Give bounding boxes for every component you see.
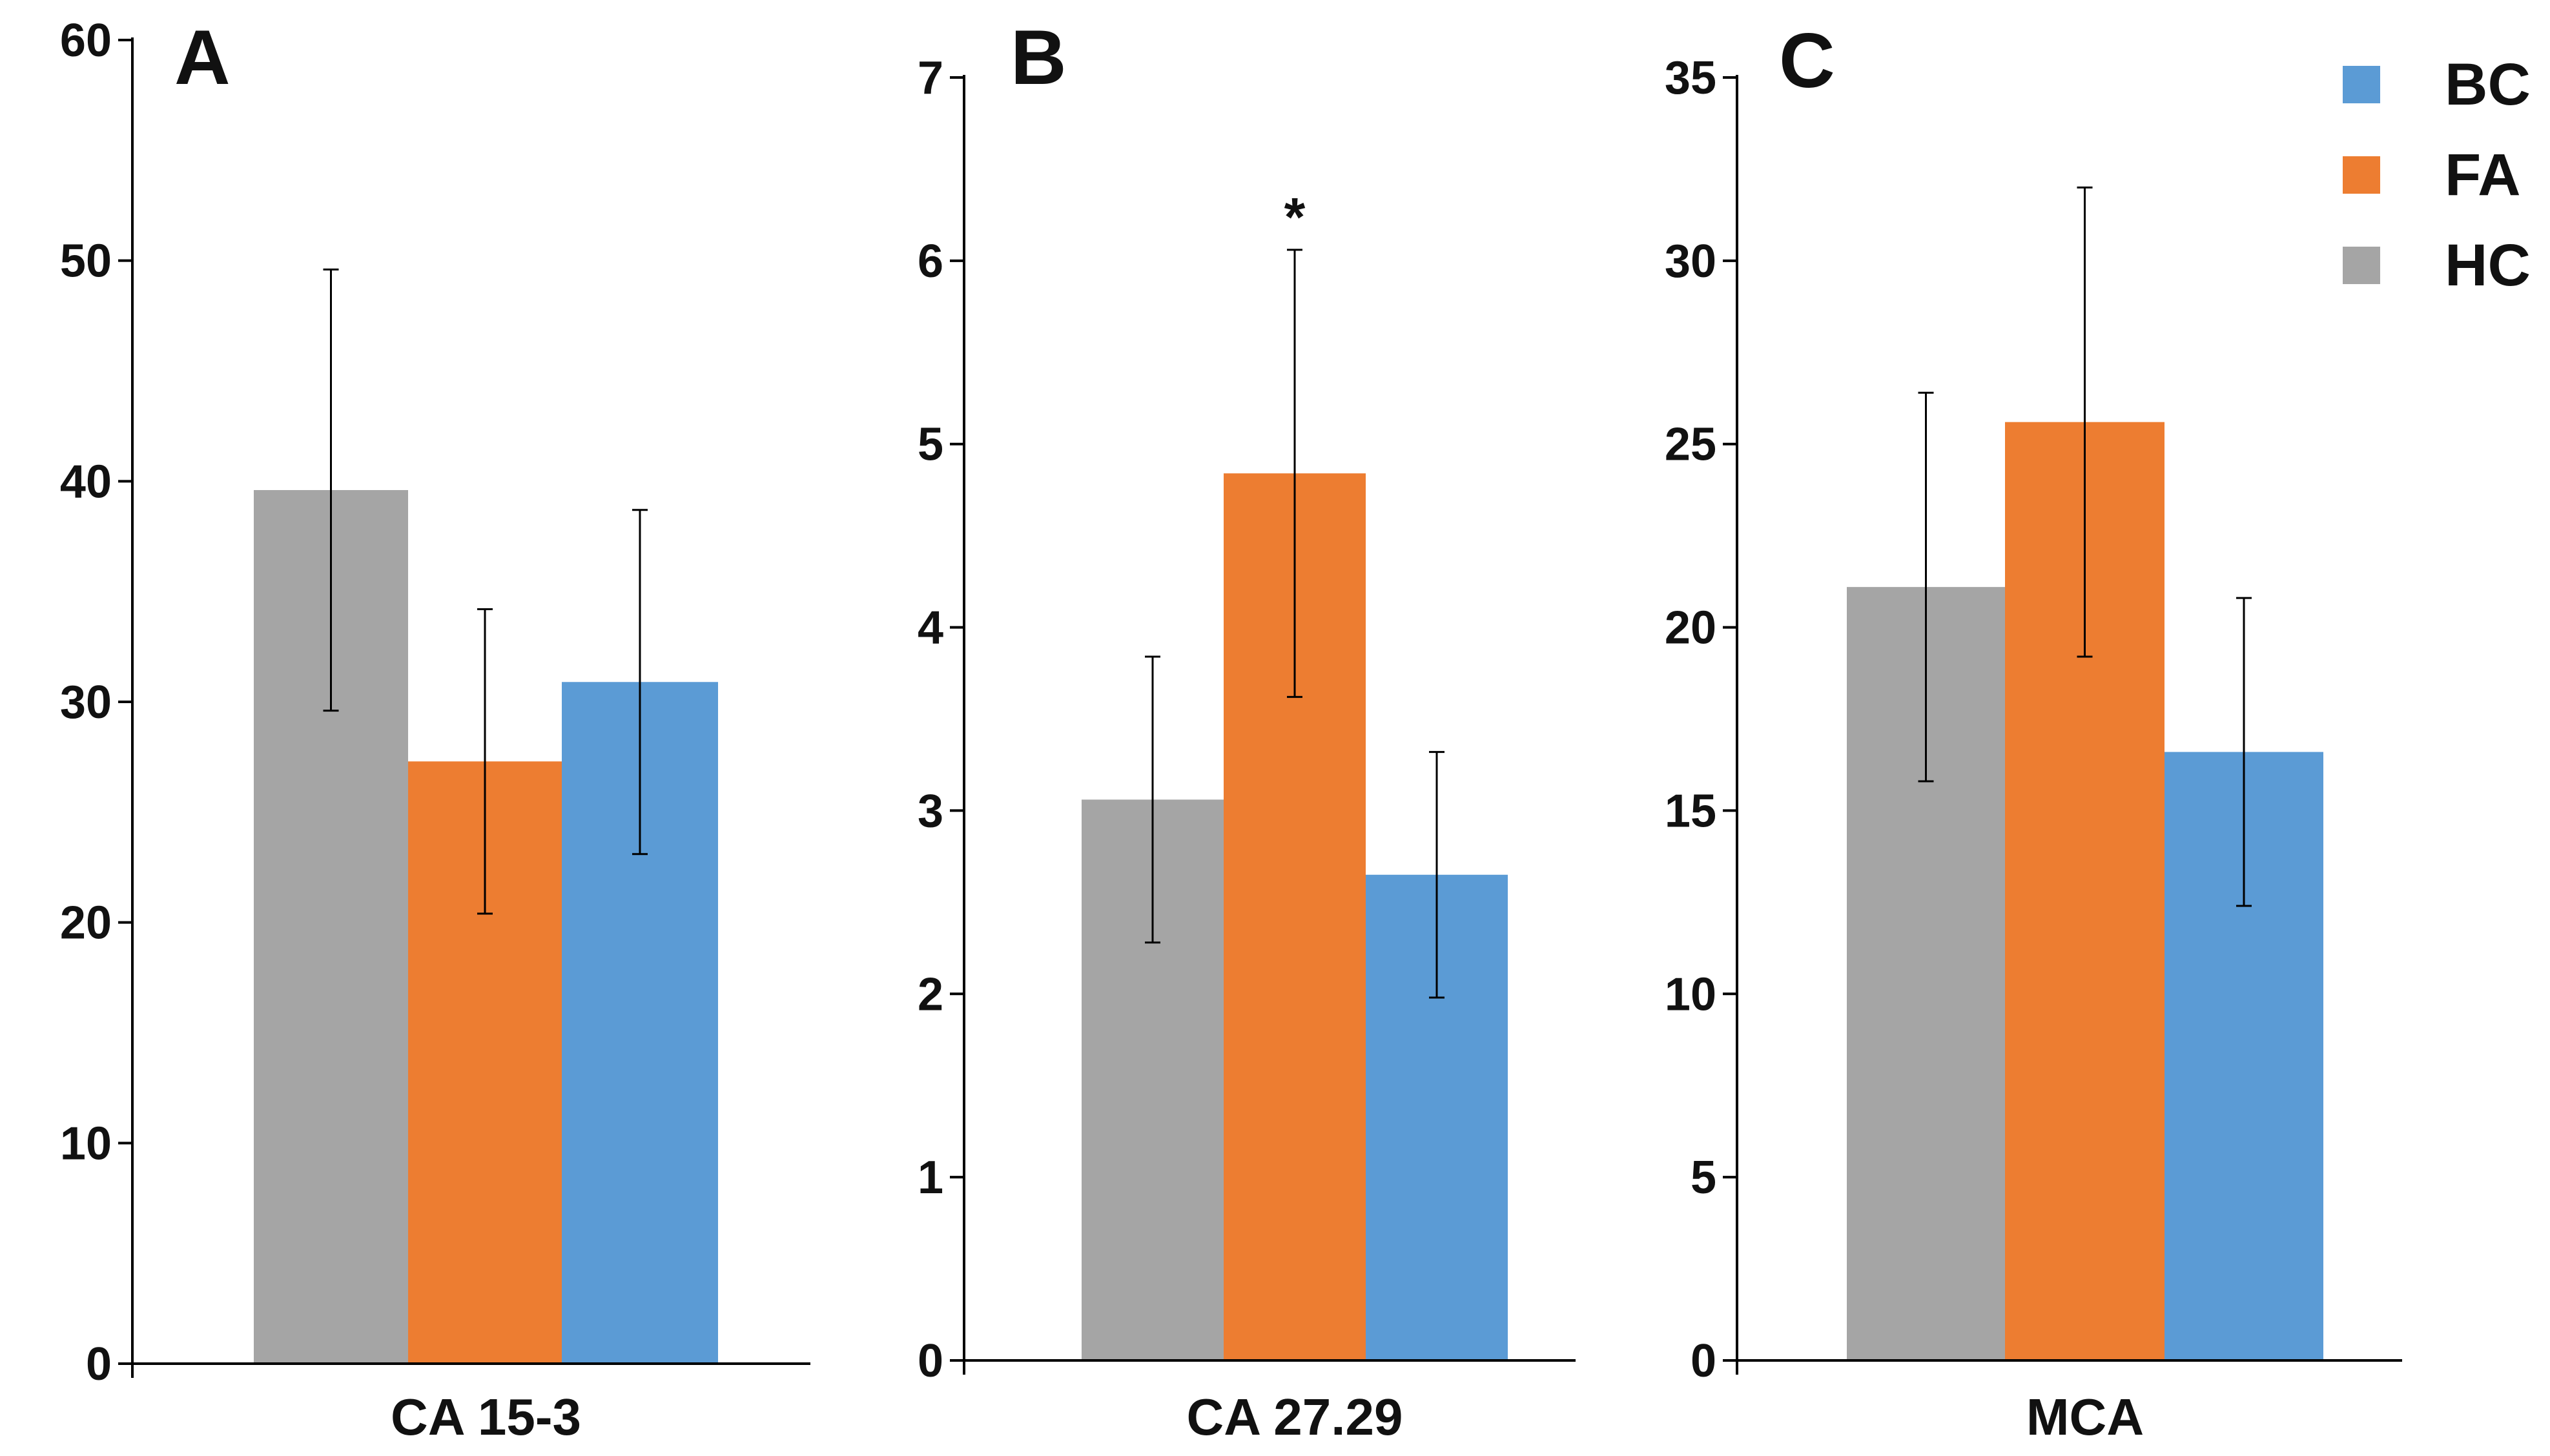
legend-swatch xyxy=(2343,156,2380,194)
panel-label: B xyxy=(1011,14,1067,101)
error-bar-bc xyxy=(1429,751,1445,999)
error-bar-bc xyxy=(632,509,648,856)
chart-panel-b: * 0 1 2 3 4 5 6 7 CA 27.29 B xyxy=(918,14,1576,1446)
chart-panel-a: 0 10 20 30 40 50 60 CA 15-3 A xyxy=(60,14,810,1446)
legend-item-fa: FA xyxy=(2343,142,2521,208)
error-bar-bc xyxy=(2236,597,2252,907)
y-tick-label: 4 xyxy=(918,602,943,654)
y-tick-label: 30 xyxy=(1665,236,1716,287)
y-tick-label: 3 xyxy=(918,785,943,837)
y-tick-label: 2 xyxy=(918,969,943,1020)
legend-label: HC xyxy=(2445,232,2531,298)
y-tick-label: 10 xyxy=(60,1118,112,1169)
x-category-label: CA 15-3 xyxy=(391,1388,581,1446)
y-tick-label: 5 xyxy=(918,419,943,471)
y-tick-label: 7 xyxy=(918,52,943,104)
y-tick-label: 5 xyxy=(1691,1152,1716,1204)
legend-label: FA xyxy=(2445,142,2521,208)
y-tick-label: 15 xyxy=(1665,785,1716,837)
y-tick-label: 10 xyxy=(1665,969,1716,1020)
error-bar-hc xyxy=(1918,391,1934,783)
y-tick-label: 35 xyxy=(1665,52,1716,104)
panel-label: C xyxy=(1779,17,1835,104)
legend-label: BC xyxy=(2445,52,2531,118)
chart-panel-c: 0 5 10 15 20 25 30 35 MCA C xyxy=(1665,17,2402,1446)
legend-swatch xyxy=(2343,66,2380,103)
error-bar-fa xyxy=(477,608,493,915)
y-tick-label: 6 xyxy=(918,236,943,287)
y-tick-label: 0 xyxy=(918,1335,943,1387)
y-tick-label: 60 xyxy=(60,15,112,67)
y-tick-label: 0 xyxy=(1691,1335,1716,1387)
y-tick-label: 40 xyxy=(60,456,112,508)
error-bar-fa xyxy=(1287,249,1302,698)
error-bar-fa xyxy=(2077,186,2093,658)
legend-item-hc: HC xyxy=(2343,232,2531,298)
error-bar-hc xyxy=(1145,655,1160,944)
legend-swatch xyxy=(2343,247,2380,284)
y-tick-label: 20 xyxy=(60,897,112,949)
y-tick-label: 1 xyxy=(918,1152,943,1204)
y-tick-label: 0 xyxy=(86,1338,112,1390)
y-tick-label: 25 xyxy=(1665,419,1716,471)
y-tick-label: 20 xyxy=(1665,602,1716,654)
legend: BC FA HC xyxy=(2343,52,2531,298)
legend-item-bc: BC xyxy=(2343,52,2531,118)
y-tick-label: 50 xyxy=(60,236,112,287)
x-category-label: MCA xyxy=(2026,1388,2144,1446)
significance-marker: * xyxy=(1284,187,1306,247)
error-bar-hc xyxy=(323,268,339,712)
panel-label: A xyxy=(174,14,231,101)
y-tick-label: 30 xyxy=(60,677,112,728)
x-category-label: CA 27.29 xyxy=(1187,1388,1403,1446)
